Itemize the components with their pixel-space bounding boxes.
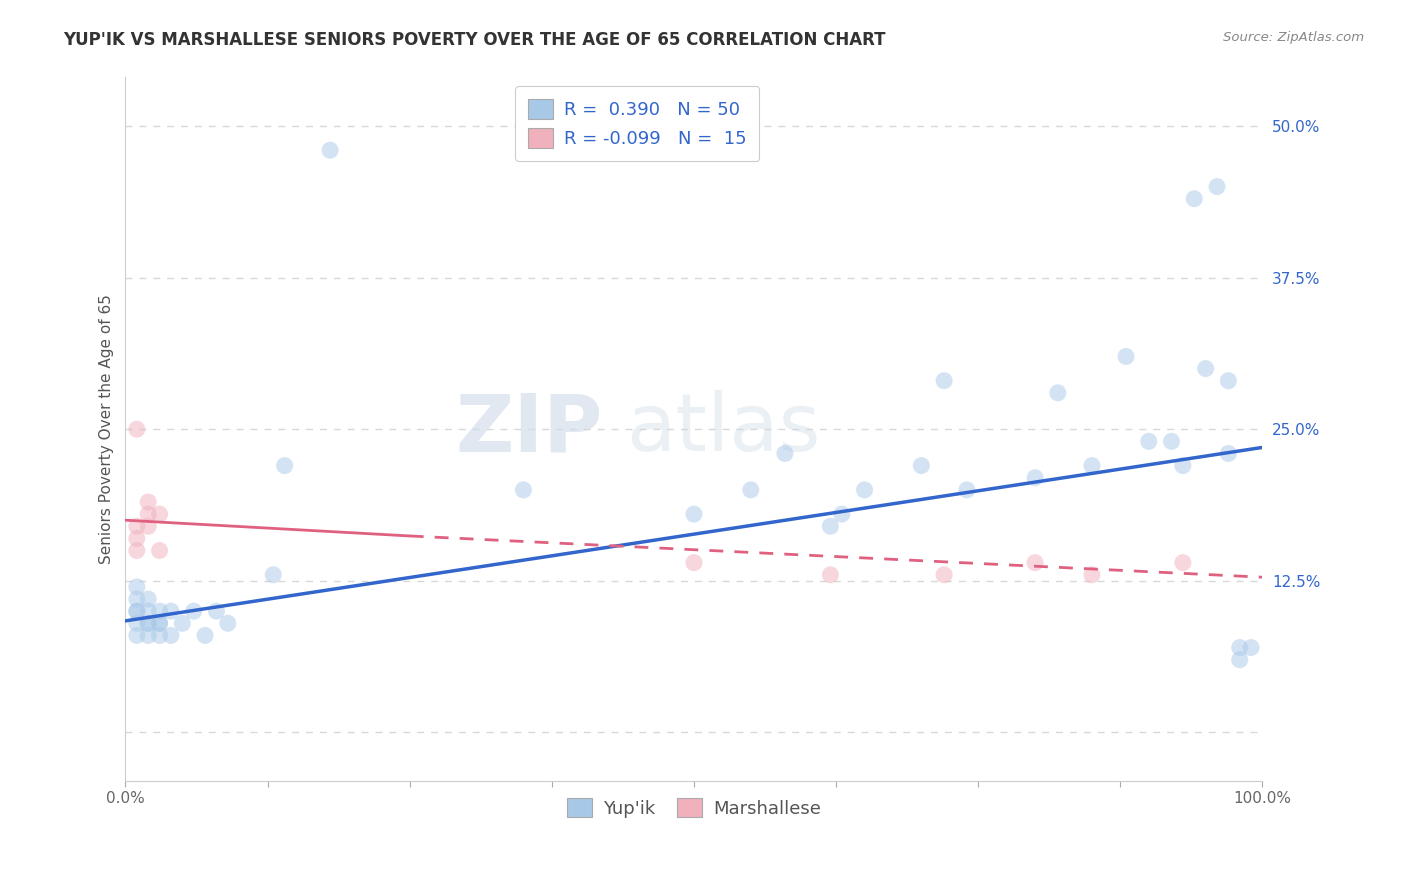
Point: [149, 616, 172, 631]
Point: [956, 483, 979, 497]
Point: [932, 374, 955, 388]
Point: [136, 616, 159, 631]
Text: atlas: atlas: [626, 390, 820, 468]
Point: [512, 483, 534, 497]
Point: [194, 628, 217, 642]
Text: Source: ZipAtlas.com: Source: ZipAtlas.com: [1223, 31, 1364, 45]
Point: [1182, 192, 1205, 206]
Point: [1115, 350, 1137, 364]
Point: [683, 556, 706, 570]
Point: [1218, 374, 1240, 388]
Point: [262, 567, 284, 582]
Point: [125, 580, 148, 594]
Point: [149, 507, 172, 521]
Point: [1194, 361, 1216, 376]
Point: [740, 483, 762, 497]
Point: [820, 567, 842, 582]
Point: [820, 519, 842, 533]
Point: [1024, 556, 1046, 570]
Point: [1206, 179, 1229, 194]
Point: [125, 532, 148, 546]
Point: [1081, 458, 1104, 473]
Point: [773, 446, 796, 460]
Point: [136, 616, 159, 631]
Point: [831, 507, 853, 521]
Point: [205, 604, 228, 618]
Point: [217, 616, 239, 631]
Point: [683, 507, 706, 521]
Text: YUP'IK VS MARSHALLESE SENIORS POVERTY OVER THE AGE OF 65 CORRELATION CHART: YUP'IK VS MARSHALLESE SENIORS POVERTY OV…: [63, 31, 886, 49]
Point: [319, 143, 342, 157]
Point: [125, 519, 148, 533]
Point: [136, 604, 159, 618]
Point: [1218, 446, 1240, 460]
Legend: Yup'ik, Marshallese: Yup'ik, Marshallese: [560, 790, 828, 825]
Point: [149, 543, 172, 558]
Point: [125, 604, 148, 618]
Point: [149, 616, 172, 631]
Point: [932, 567, 955, 582]
Point: [160, 628, 183, 642]
Point: [136, 519, 159, 533]
Point: [125, 422, 148, 436]
Point: [1160, 434, 1182, 449]
Point: [136, 628, 159, 642]
Point: [1024, 471, 1046, 485]
Point: [1229, 640, 1251, 655]
Text: ZIP: ZIP: [456, 390, 603, 468]
Point: [1171, 458, 1194, 473]
Point: [273, 458, 295, 473]
Point: [183, 604, 205, 618]
Point: [149, 604, 172, 618]
Point: [136, 507, 159, 521]
Y-axis label: Seniors Poverty Over the Age of 65: Seniors Poverty Over the Age of 65: [100, 294, 114, 564]
Point: [1046, 385, 1069, 400]
Point: [136, 592, 159, 607]
Point: [125, 592, 148, 607]
Point: [125, 628, 148, 642]
Point: [1081, 567, 1104, 582]
Point: [1240, 640, 1263, 655]
Point: [125, 543, 148, 558]
Point: [149, 628, 172, 642]
Point: [1137, 434, 1160, 449]
Point: [853, 483, 876, 497]
Point: [1171, 556, 1194, 570]
Point: [172, 616, 194, 631]
Point: [160, 604, 183, 618]
Point: [125, 604, 148, 618]
Point: [910, 458, 932, 473]
Point: [136, 495, 159, 509]
Point: [1229, 653, 1251, 667]
Point: [125, 616, 148, 631]
